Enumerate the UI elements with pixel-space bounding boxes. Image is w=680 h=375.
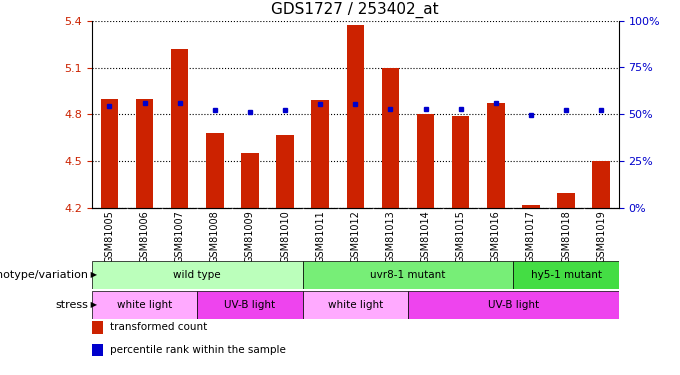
Bar	[206, 133, 224, 208]
Text: GSM81013: GSM81013	[386, 211, 396, 263]
Bar	[347, 26, 364, 208]
Text: white light: white light	[117, 300, 172, 310]
Text: uvr8-1 mutant: uvr8-1 mutant	[371, 270, 445, 280]
Bar	[381, 68, 399, 208]
Text: UV-B light: UV-B light	[224, 300, 275, 310]
Text: GSM81009: GSM81009	[245, 211, 255, 263]
Bar	[276, 135, 294, 208]
Text: GSM81005: GSM81005	[104, 211, 114, 263]
Bar	[92, 321, 103, 333]
Text: hy5-1 mutant: hy5-1 mutant	[530, 270, 602, 280]
Text: GSM81007: GSM81007	[175, 211, 185, 263]
Bar	[136, 99, 153, 208]
Text: white light: white light	[328, 300, 383, 310]
Bar	[558, 192, 575, 208]
Text: percentile rank within the sample: percentile rank within the sample	[110, 345, 286, 355]
Bar	[101, 99, 118, 208]
Bar	[311, 100, 329, 208]
Bar	[592, 161, 610, 208]
Bar	[487, 104, 505, 208]
Text: ▶: ▶	[88, 300, 97, 309]
Text: GSM81019: GSM81019	[596, 211, 607, 263]
Text: GSM81008: GSM81008	[209, 211, 220, 263]
Text: wild type: wild type	[173, 270, 221, 280]
Text: stress: stress	[56, 300, 88, 310]
Bar	[92, 291, 197, 319]
Bar	[303, 261, 513, 289]
Text: GSM81012: GSM81012	[350, 211, 360, 263]
Text: genotype/variation: genotype/variation	[0, 270, 88, 280]
Text: GSM81015: GSM81015	[456, 211, 466, 263]
Bar	[408, 291, 619, 319]
Bar	[92, 261, 303, 289]
Text: GSM81017: GSM81017	[526, 211, 536, 263]
Title: GDS1727 / 253402_at: GDS1727 / 253402_at	[271, 2, 439, 18]
Text: GSM81006: GSM81006	[139, 211, 150, 263]
Bar	[513, 261, 619, 289]
Bar	[452, 116, 469, 208]
Text: GSM81014: GSM81014	[420, 211, 430, 263]
Bar	[303, 291, 408, 319]
Text: transformed count: transformed count	[110, 322, 207, 332]
Bar	[522, 205, 540, 208]
Text: GSM81011: GSM81011	[315, 211, 325, 263]
Bar	[197, 291, 303, 319]
Text: GSM81010: GSM81010	[280, 211, 290, 263]
Bar	[171, 49, 188, 208]
Bar	[417, 114, 435, 208]
Text: ▶: ▶	[88, 270, 97, 279]
Text: UV-B light: UV-B light	[488, 300, 539, 310]
Text: GSM81018: GSM81018	[561, 211, 571, 263]
Bar	[241, 153, 258, 208]
Text: GSM81016: GSM81016	[491, 211, 501, 263]
Bar	[92, 344, 103, 356]
